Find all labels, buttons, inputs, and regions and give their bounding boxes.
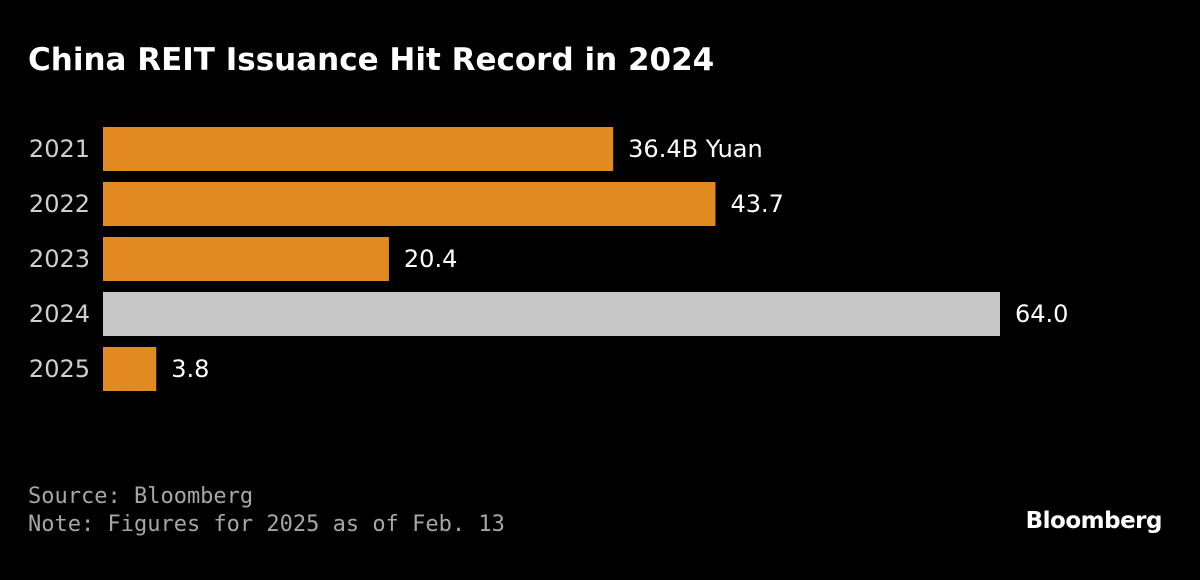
bar-2022 xyxy=(103,182,716,226)
source-note: Source: Bloomberg xyxy=(28,484,254,509)
date-note: Note: Figures for 2025 as of Feb. 13 xyxy=(28,512,505,537)
data-label-2024: 64.0 xyxy=(1015,300,1068,328)
chart-footer: Source: Bloomberg Note: Figures for 2025… xyxy=(28,483,505,539)
category-label-2021: 2021 xyxy=(29,135,90,163)
bar-2024 xyxy=(103,292,1000,336)
data-label-2021: 36.4B Yuan xyxy=(628,135,763,163)
data-label-2022: 43.7 xyxy=(730,190,783,218)
bar-2021 xyxy=(103,127,614,171)
bars-group: 2021 36.4B Yuan 2022 43.7 2023 20.4 2024 64.0 20… xyxy=(29,127,1068,391)
data-label-2023: 20.4 xyxy=(404,245,457,273)
category-label-2025: 2025 xyxy=(29,355,90,383)
data-label-2025: 3.8 xyxy=(171,355,209,383)
bloomberg-logo: Bloomberg xyxy=(1025,508,1163,534)
category-label-2023: 2023 xyxy=(29,245,90,273)
category-label-2022: 2022 xyxy=(29,190,90,218)
category-label-2024: 2024 xyxy=(29,300,90,328)
bar-2023 xyxy=(103,237,389,281)
bar-2025 xyxy=(103,347,157,391)
bar-chart: 2021 36.4B Yuan 2022 43.7 2023 20.4 2024 64.0 20… xyxy=(29,127,1068,391)
chart-title: China REIT Issuance Hit Record in 2024 xyxy=(28,42,715,78)
